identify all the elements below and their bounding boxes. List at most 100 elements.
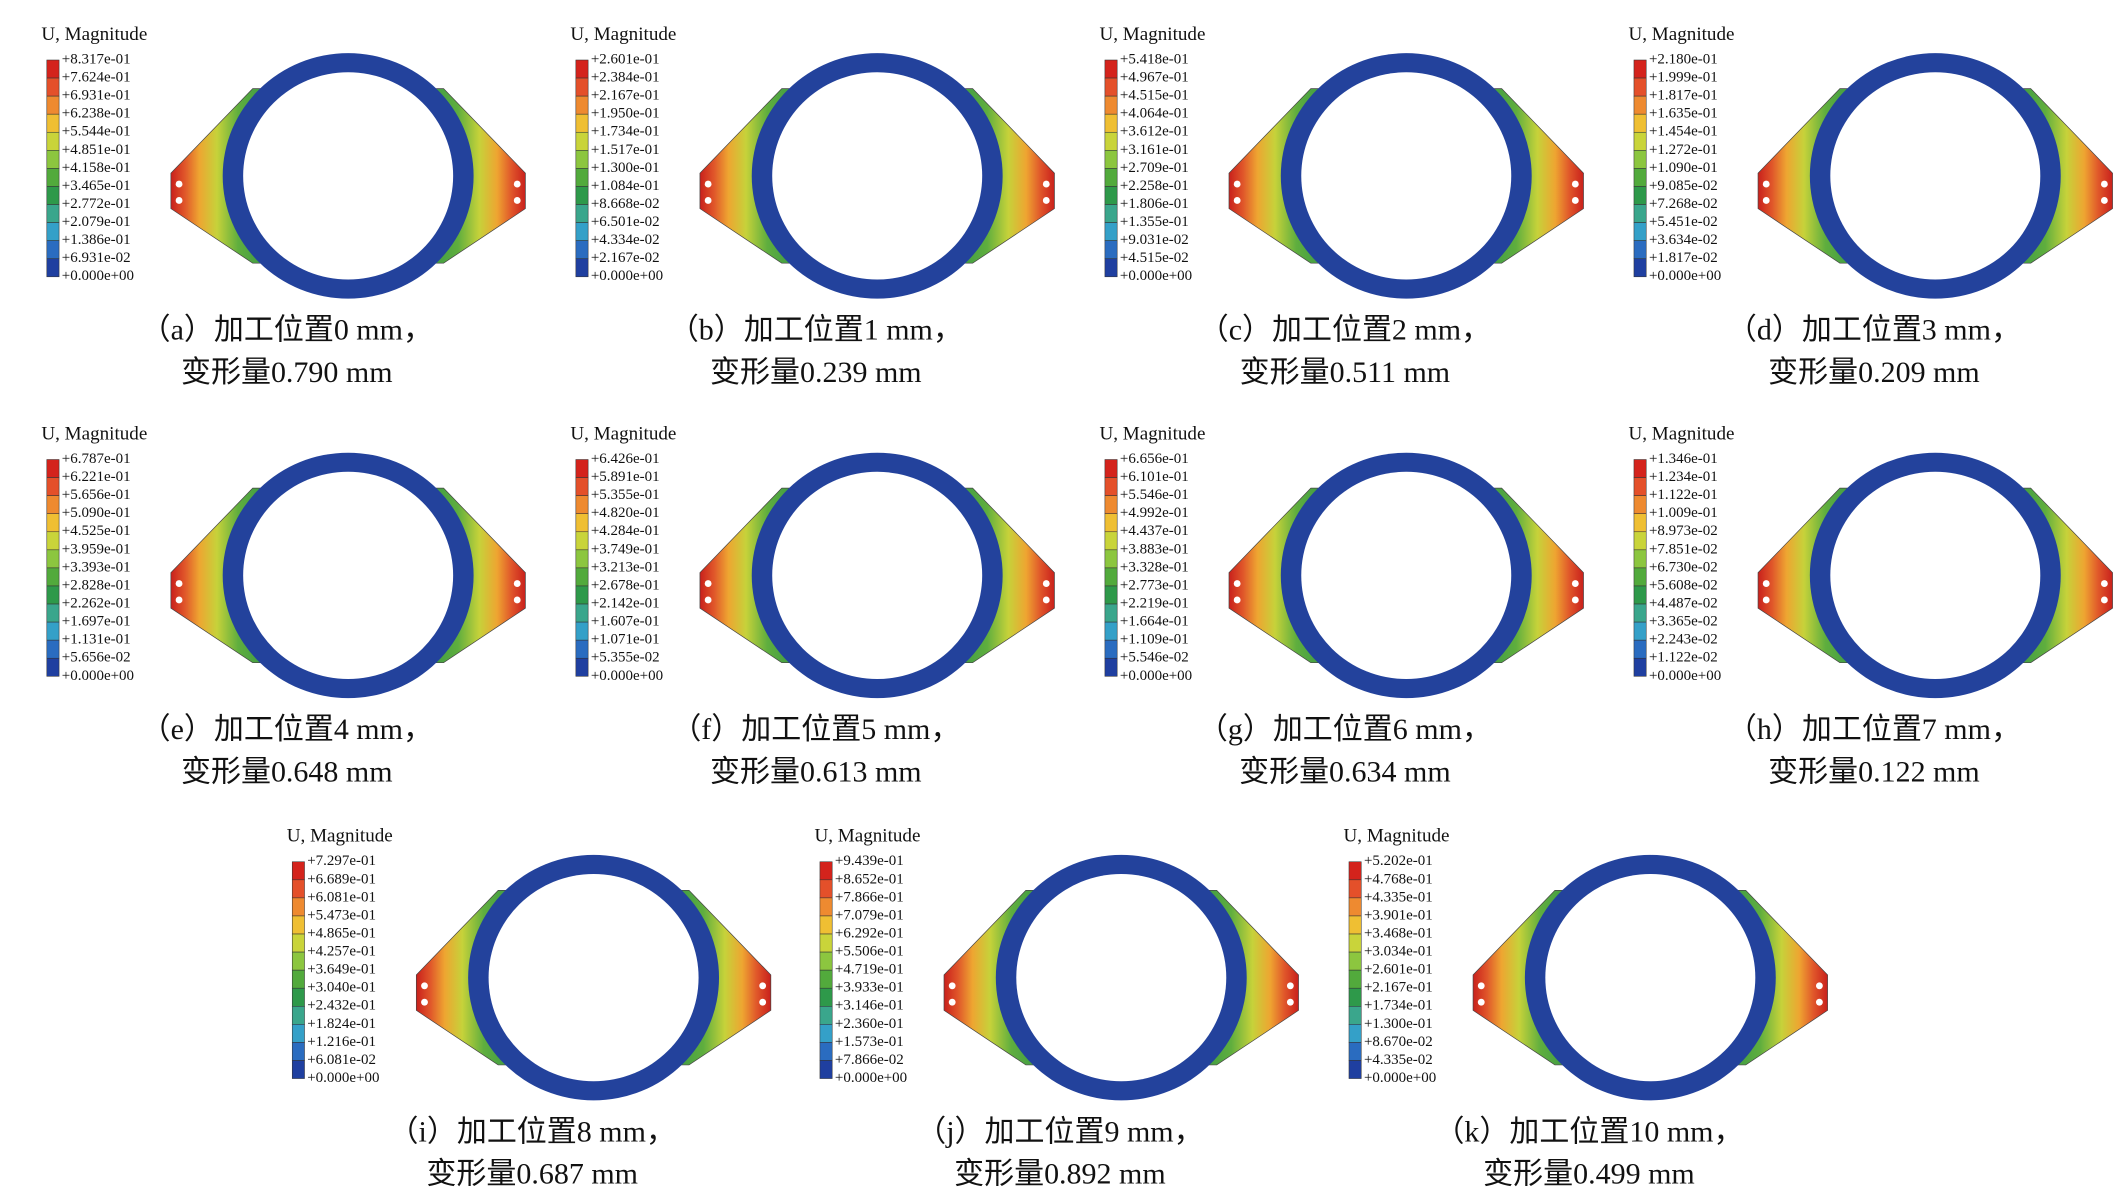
legend-label: +5.656e-01 [62, 487, 131, 503]
hole [759, 982, 767, 990]
legend-label: +6.426e-01 [591, 451, 660, 467]
legend-band [819, 1024, 833, 1043]
hole [704, 596, 712, 604]
legend-label: +4.865e-01 [307, 925, 376, 941]
legend-label: +6.931e-01 [62, 88, 131, 104]
legend-label: +2.709e-01 [1120, 160, 1189, 176]
legend-label: +2.772e-01 [62, 196, 131, 212]
hole [1286, 982, 1294, 990]
caption: （e）加工位置4 mm， [141, 713, 433, 746]
panel: U, Magnitude +6.656e-01 +6.101e-01 +5.546e-… [1099, 423, 1584, 788]
legend-label: +1.122e-01 [1649, 487, 1718, 503]
legend-label: +5.451e-02 [1649, 214, 1718, 230]
hole [175, 596, 183, 604]
legend-band [1633, 549, 1647, 569]
legend-label: +1.300e-01 [591, 160, 660, 176]
legend-band [1633, 59, 1647, 79]
legend-band [1104, 513, 1118, 533]
hole [1762, 596, 1770, 604]
legend-band [575, 59, 589, 79]
hole [1233, 197, 1241, 204]
legend-label: +6.787e-01 [62, 451, 131, 467]
legend-label: +4.515e-01 [1120, 88, 1189, 104]
legend-label: +2.773e-01 [1120, 577, 1189, 593]
legend-label: +6.101e-01 [1120, 469, 1189, 485]
legend-label: +5.544e-01 [62, 124, 131, 140]
legend-label: +4.335e-02 [1364, 1052, 1433, 1068]
legend-label: +2.167e-01 [591, 88, 660, 104]
legend-label: +1.950e-01 [591, 106, 660, 122]
legend-label: +4.284e-01 [591, 523, 660, 539]
legend-label: +2.384e-01 [591, 69, 660, 85]
legend-band [575, 621, 589, 641]
legend-label: +7.268e-02 [1649, 196, 1718, 212]
hole [2100, 180, 2108, 188]
legend-band [575, 168, 589, 187]
hole [1477, 998, 1485, 1006]
legend-label: +1.806e-01 [1120, 196, 1189, 212]
legend-label: +9.439e-01 [835, 853, 904, 869]
legend-band [1104, 168, 1118, 187]
legend-label: +2.219e-01 [1120, 595, 1189, 611]
caption: 变形量0.239 mm [710, 356, 922, 389]
legend-label: +2.258e-01 [1120, 178, 1189, 194]
legend-label: +8.670e-02 [1364, 1034, 1433, 1050]
legend-band [291, 897, 305, 917]
legend-title: U, Magnitude [570, 423, 676, 444]
hole [421, 982, 428, 990]
legend-label: +2.079e-01 [62, 214, 131, 230]
legend-band [1348, 879, 1362, 899]
legend-label: +5.418e-01 [1120, 51, 1189, 67]
hole [1762, 580, 1770, 588]
legend-band [1104, 204, 1118, 223]
legend-band [291, 933, 305, 953]
legend-band [575, 477, 589, 496]
panel: U, Magnitude +2.180e-01 +1.999e-01 +1.817e-… [1629, 24, 2113, 389]
legend-label: +0.000e+00 [62, 668, 134, 684]
panel: U, Magnitude +5.202e-01 +4.768e-01 +4.335e-… [1344, 826, 1828, 1191]
legend-band [46, 585, 60, 605]
legend-band [291, 969, 305, 989]
legend-band [46, 168, 60, 187]
ring-inner [488, 874, 699, 1082]
panel: U, Magnitude +5.418e-01 +4.967e-01 +4.515e-… [1099, 24, 1584, 389]
legend-band [1633, 567, 1647, 587]
legend-label: +4.158e-01 [62, 160, 131, 176]
legend-band [1633, 531, 1647, 551]
legend-label: +1.573e-01 [835, 1034, 904, 1050]
hole [1233, 180, 1241, 188]
panel: U, Magnitude +1.346e-01 +1.234e-01 +1.122e-… [1629, 423, 2113, 788]
ring-inner [1830, 471, 2041, 680]
hole [513, 197, 521, 204]
caption: （c）加工位置2 mm， [1199, 314, 1491, 347]
caption: 变形量0.892 mm [954, 1158, 1166, 1191]
legend-label: +1.355e-01 [1120, 214, 1189, 230]
hole [1571, 197, 1579, 204]
legend-band [1104, 240, 1118, 260]
legend-band [819, 969, 833, 989]
hole [175, 580, 183, 588]
caption: （h）加工位置7 mm， [1727, 713, 2021, 746]
legend-band [575, 585, 589, 605]
legend-label: +8.652e-01 [835, 871, 904, 887]
panel: U, Magnitude +6.787e-01 +6.221e-01 +5.656e-… [41, 423, 526, 788]
legend-title: U, Magnitude [1099, 24, 1205, 45]
legend-band [46, 131, 60, 151]
legend-label: +6.221e-01 [62, 469, 131, 485]
legend-label: +3.649e-01 [307, 962, 376, 978]
legend-label: +3.146e-01 [835, 998, 904, 1014]
legend-band [575, 258, 589, 278]
legend-band [575, 131, 589, 151]
legend-band [291, 1024, 305, 1043]
legend-band [575, 150, 589, 169]
ring-inner [243, 471, 454, 680]
legend-band [46, 603, 60, 623]
legend-title: U, Magnitude [41, 423, 147, 444]
legend-label: +7.079e-01 [835, 907, 904, 923]
legend-band [1633, 657, 1647, 677]
hole [759, 998, 767, 1006]
legend-label: +2.167e-01 [1364, 980, 1433, 996]
legend-band [291, 915, 305, 935]
